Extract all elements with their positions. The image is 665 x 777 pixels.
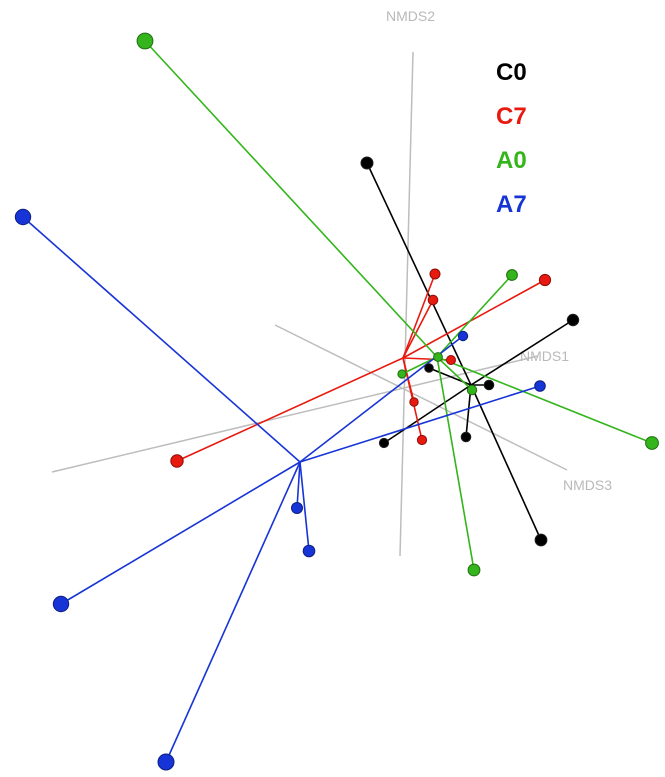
spider-line-c0-2 (470, 319, 574, 386)
point-c0-2 (566, 313, 580, 327)
point-c7-6 (416, 434, 428, 446)
spider-line-a0-1 (144, 40, 438, 358)
point-c0-5 (378, 437, 390, 449)
spider-line-a7-4 (296, 461, 301, 509)
spider-line-a7-1 (22, 216, 301, 463)
legend-label-a7: A7 (496, 191, 527, 218)
point-a7-3 (534, 380, 546, 392)
point-c0-1 (360, 156, 374, 170)
axis-nmds2 (399, 51, 414, 557)
point-c0-3 (424, 363, 434, 373)
point-c7-3 (427, 294, 439, 306)
spider-line-a0-6 (436, 356, 653, 444)
legend-label-a0: A0 (496, 147, 527, 174)
point-a0-5 (466, 384, 478, 396)
spider-line-a7-6 (60, 461, 301, 605)
axis-label-nmds3: NMDS3 (563, 477, 612, 493)
spider-line-a0-2 (436, 274, 513, 358)
spider-line-c7-7 (176, 357, 404, 462)
data-points (14, 32, 659, 771)
spider-line-a7-3 (299, 385, 541, 463)
point-a7-5 (302, 544, 316, 558)
axis-nmds3 (274, 324, 568, 471)
point-a0-3 (433, 352, 443, 362)
point-c0-4 (483, 379, 495, 391)
point-c7-4 (446, 355, 456, 365)
point-c0-6 (460, 431, 472, 443)
axis-label-nmds1: NMDS1 (520, 348, 569, 364)
spider-line-c0-1 (366, 162, 472, 386)
point-a0-1 (136, 32, 154, 50)
point-a7-2 (457, 330, 469, 342)
point-a7-4 (291, 502, 303, 514)
spider-line-a0-7 (436, 356, 475, 571)
spider-line-a0-5 (436, 356, 473, 391)
point-c7-2 (538, 273, 552, 287)
point-a7-6 (52, 595, 70, 613)
spider-line-c0-5 (383, 384, 472, 444)
point-c7-1 (429, 268, 441, 280)
point-c7-5 (409, 397, 419, 407)
spider-line-c7-1 (402, 273, 436, 359)
spider-line-c7-2 (402, 279, 546, 359)
point-a0-6 (645, 436, 659, 450)
spider-line-a7-7 (165, 461, 301, 763)
spider-line-c7-3 (402, 299, 434, 359)
legend-label-c7: C7 (496, 103, 527, 130)
point-c0-7 (534, 533, 548, 547)
point-a0-2 (506, 269, 518, 281)
axis-label-nmds2: NMDS2 (386, 8, 435, 24)
spider-line-a7-5 (299, 461, 310, 552)
axes-group: NMDS2 NMDS1 NMDS3 (51, 8, 612, 557)
point-a0-7 (467, 563, 481, 577)
spider-line-c0-7 (470, 384, 542, 541)
legend-label-c0: C0 (496, 59, 527, 86)
point-a7-1 (14, 208, 32, 226)
point-a7-7 (157, 753, 175, 771)
legend: C0 C7 A0 A7 (496, 59, 527, 218)
point-a0-4 (397, 369, 407, 379)
spider-lines (22, 40, 653, 763)
point-c7-7 (170, 454, 184, 468)
